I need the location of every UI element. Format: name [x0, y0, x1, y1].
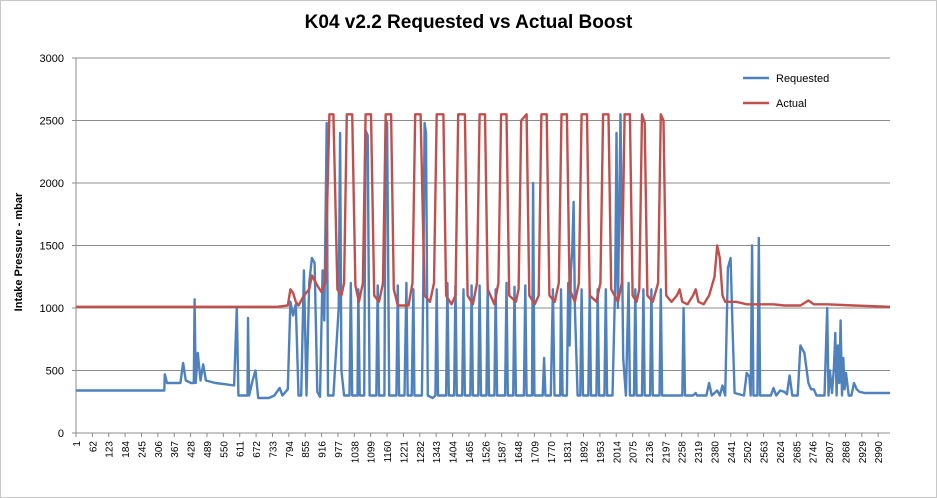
x-tick-label: 1770	[547, 441, 558, 464]
x-tick-label: 550	[219, 441, 230, 458]
x-tick-label: 428	[187, 441, 198, 458]
x-tick-label: 916	[318, 441, 329, 458]
x-tick-label: 1648	[514, 441, 525, 464]
x-tick-label: 2502	[743, 441, 754, 464]
x-tick-label: 2136	[645, 441, 656, 464]
x-tick-label: 1587	[498, 441, 509, 464]
x-tick-label: 2624	[776, 441, 787, 464]
x-tick-label: 1709	[530, 441, 541, 464]
x-tick-label: 794	[285, 441, 296, 458]
x-tick-label: 1343	[432, 441, 443, 464]
series-layer	[76, 113, 891, 400]
x-tick-label: 62	[88, 441, 99, 453]
x-tick-label: 611	[236, 441, 247, 457]
x-tick-label: 184	[121, 441, 132, 458]
series-line-requested	[76, 113, 890, 400]
x-tick-label: 977	[334, 441, 345, 458]
legend: Requested Actual	[743, 73, 829, 110]
x-tick-label: 2319	[694, 441, 705, 464]
x-tick-label: 2441	[727, 441, 738, 464]
x-axis-ticks: 1 62 123 184 245 306 367 428 489 550 611 672 733 794 8…	[72, 433, 885, 463]
x-tick-label: 1831	[563, 441, 574, 464]
y-axis-ticks: 0 500 1000 1500 2000 2500 3000	[40, 53, 77, 440]
gridlines	[76, 57, 890, 434]
x-tick-label: 2990	[874, 441, 885, 464]
x-tick-label: 367	[170, 441, 181, 458]
x-tick-label: 672	[252, 441, 263, 458]
x-tick-label: 1	[72, 441, 83, 447]
x-tick-label: 306	[154, 441, 165, 458]
x-tick-label: 2075	[629, 441, 640, 464]
y-axis-label: Intake Pressure - mbar	[13, 192, 25, 311]
chart-title: K04 v2.2 Requested vs Actual Boost	[304, 12, 633, 33]
legend-label-requested: Requested	[776, 73, 829, 85]
x-tick-label: 2563	[760, 441, 771, 464]
x-tick-label: 2258	[678, 441, 689, 464]
x-tick-label: 1221	[399, 441, 410, 464]
x-tick-label: 1038	[350, 441, 361, 464]
x-tick-label: 733	[268, 441, 279, 458]
x-tick-label: 2807	[825, 441, 836, 464]
x-tick-label: 2929	[858, 441, 869, 464]
x-tick-label: 1953	[596, 441, 607, 464]
x-tick-label: 1160	[383, 441, 394, 463]
x-tick-label: 1526	[481, 441, 492, 464]
y-tick-label: 2000	[40, 178, 64, 190]
x-tick-label: 2014	[612, 441, 623, 464]
x-tick-label: 1099	[367, 441, 378, 464]
x-tick-label: 1282	[416, 441, 427, 464]
x-tick-label: 245	[137, 441, 148, 458]
x-tick-label: 2685	[792, 441, 803, 464]
y-tick-label: 1000	[40, 303, 64, 315]
x-tick-label: 1892	[580, 441, 591, 464]
x-tick-label: 2197	[661, 441, 672, 464]
x-tick-label: 2868	[841, 441, 852, 464]
x-tick-label: 123	[105, 441, 116, 458]
y-tick-label: 3000	[40, 53, 64, 65]
x-tick-label: 489	[203, 441, 214, 458]
legend-label-actual: Actual	[776, 98, 807, 110]
x-tick-label: 1404	[449, 441, 460, 464]
series-line-actual	[76, 113, 891, 308]
x-tick-label: 2380	[710, 441, 721, 464]
y-tick-label: 1500	[40, 241, 64, 253]
y-tick-label: 0	[58, 428, 64, 440]
x-tick-label: 1465	[465, 441, 476, 464]
x-tick-label: 2746	[809, 441, 820, 464]
x-tick-label: 855	[301, 441, 312, 458]
y-tick-label: 500	[46, 366, 64, 378]
y-tick-label: 2500	[40, 116, 64, 128]
